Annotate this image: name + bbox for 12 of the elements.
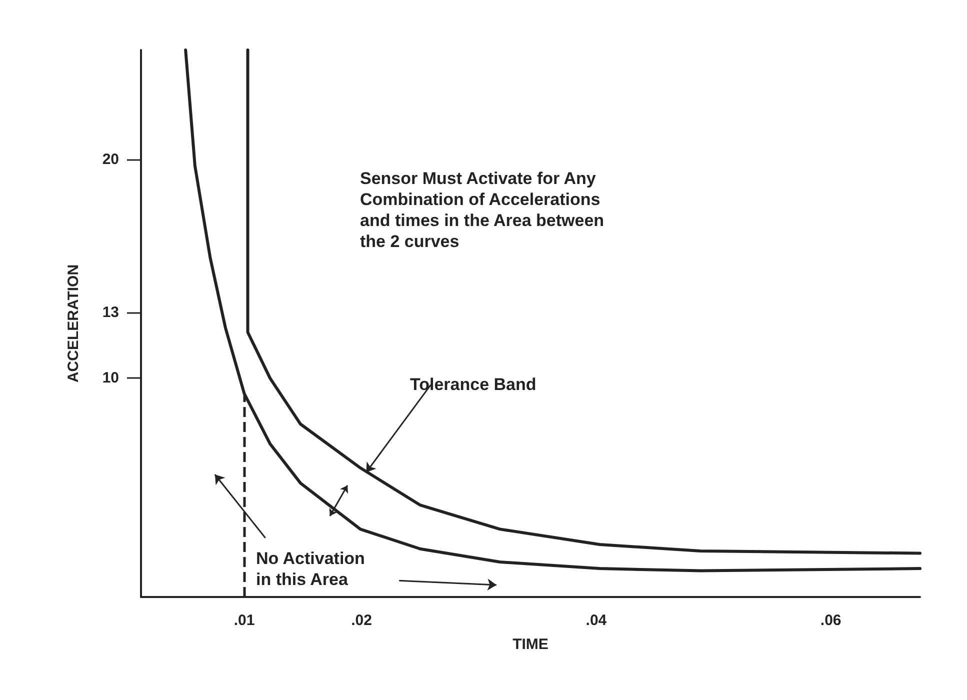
annotation: No Activation in this Area (256, 549, 365, 589)
x-axis-title: TIME (512, 636, 548, 653)
x-tick-label: .02 (351, 612, 372, 629)
annotation: Sensor Must Activate for Any Combination of Accelerations and times in the Area between the 2 curves (360, 169, 604, 251)
y-tick-label: 10 (102, 370, 119, 387)
y-axis-title: ACCELERATION (65, 264, 82, 383)
annotation: Tolerance Band (410, 375, 536, 394)
y-tick-label: 20 (102, 150, 119, 168)
x-tick-label: .04 (586, 612, 608, 629)
y-tick-label: 13 (102, 304, 119, 322)
x-tick-label: .06 (820, 612, 842, 629)
x-tick-label: .01 (234, 612, 255, 629)
